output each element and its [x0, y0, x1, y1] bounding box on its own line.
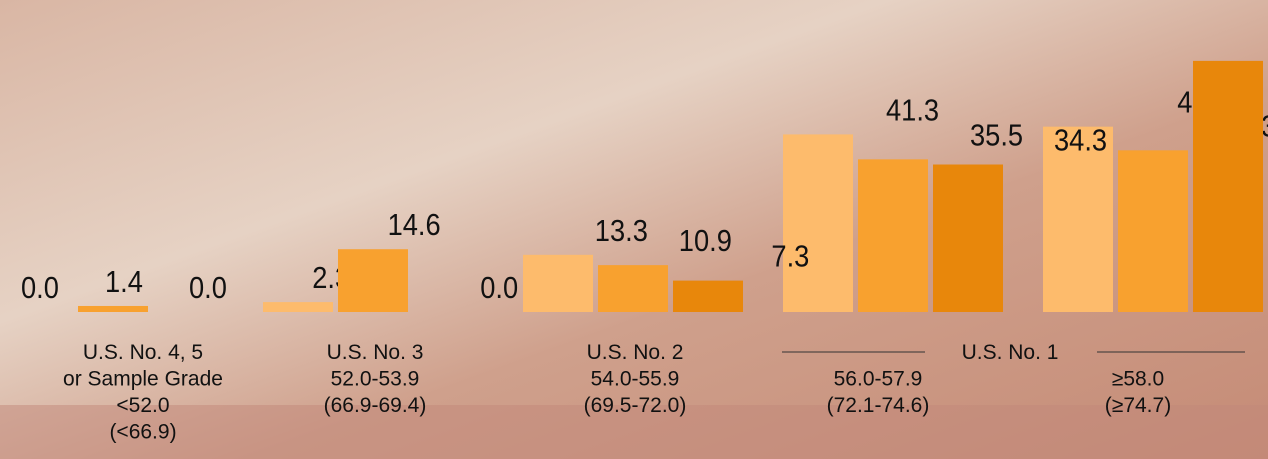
bar: [1193, 61, 1263, 312]
group-label: U.S. No. 1: [962, 341, 1059, 364]
category-label: U.S. No. 3: [327, 341, 424, 364]
value-label: 0.0: [189, 271, 227, 305]
category-label: (≥74.7): [1105, 394, 1171, 417]
category-label: 56.0-57.9: [834, 368, 923, 391]
category-label: U.S. No. 4, 5: [83, 341, 203, 364]
bar: [783, 134, 853, 312]
bar: [523, 255, 593, 312]
chart: 0.02.313.341.343.11.414.610.935.537.60.0…: [0, 0, 1268, 459]
bar: [933, 165, 1003, 312]
bar: [263, 302, 333, 312]
value-label: 35.5: [970, 119, 1023, 153]
value-label: 14.6: [388, 209, 441, 243]
bar: [1118, 150, 1188, 312]
category-label: (72.1-74.6): [827, 394, 930, 417]
bar: [598, 265, 668, 312]
category-label: (<66.9): [109, 421, 176, 444]
category-label: or Sample Grade: [63, 368, 223, 391]
bar: [858, 159, 928, 312]
value-label: 0.0: [21, 271, 59, 305]
value-label: 0.0: [480, 271, 518, 305]
category-label: ≥58.0: [1112, 368, 1164, 391]
value-label: 10.9: [679, 225, 732, 259]
bar: [78, 306, 148, 312]
value-label: 1.4: [105, 265, 143, 299]
bar: [338, 249, 408, 312]
category-label: 52.0-53.9: [331, 368, 420, 391]
category-label: U.S. No. 2: [587, 341, 684, 364]
value-label: 7.3: [771, 240, 809, 274]
value-label: 41.3: [886, 94, 939, 128]
bar: [673, 281, 743, 312]
category-label: (66.9-69.4): [324, 394, 427, 417]
category-label: (69.5-72.0): [584, 394, 687, 417]
value-label: 13.3: [595, 214, 648, 248]
category-label: 54.0-55.9: [591, 368, 680, 391]
value-label: 34.3: [1054, 124, 1107, 158]
category-label: <52.0: [116, 394, 169, 417]
